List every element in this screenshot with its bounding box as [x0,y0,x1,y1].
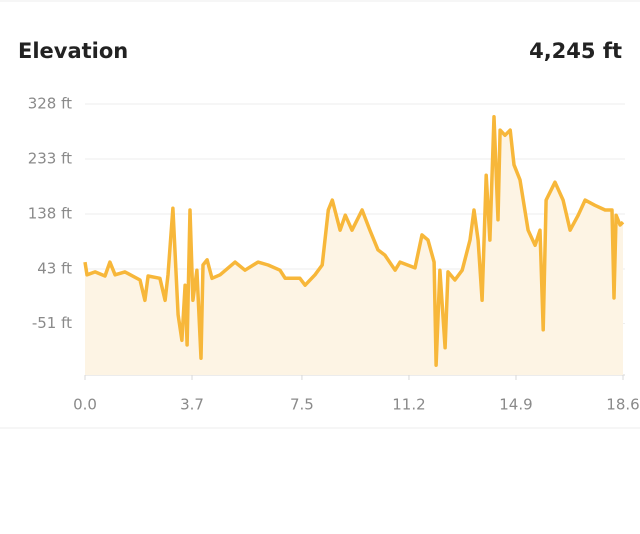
x-tick-label: 18.6 [606,396,639,414]
area-fill [85,116,623,375]
total-elevation: 4,245 ft [529,39,622,63]
x-tick-label: 0.0 [73,396,97,414]
y-tick-label: -51 ft [32,314,72,332]
chart-title: Elevation [18,39,128,63]
y-tick-label: 233 ft [28,150,72,168]
y-tick-label: 138 ft [28,205,72,223]
x-tick-label: 3.7 [180,396,204,414]
x-tick-label: 14.9 [499,396,532,414]
elevation-line [83,114,625,367]
x-tick-label: 11.2 [392,396,425,414]
y-tick-label: 43 ft [37,260,72,278]
x-tick-label: 7.5 [290,396,314,414]
y-tick-label: 328 ft [28,95,72,113]
